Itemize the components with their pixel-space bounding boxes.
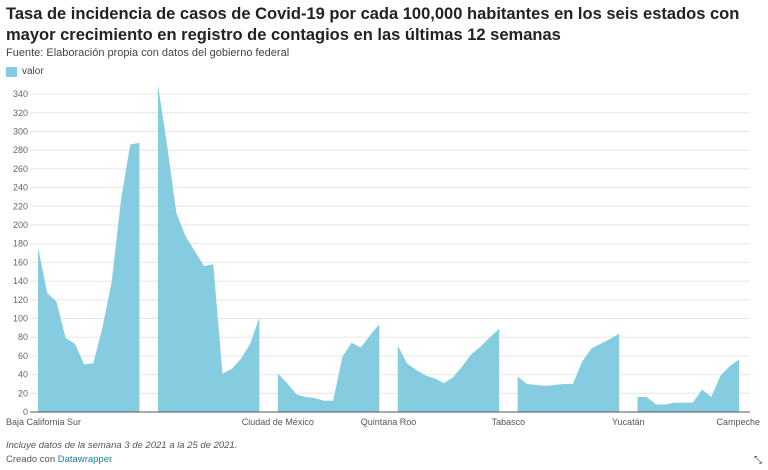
- chart-note: Incluye datos de la semana 3 de 2021 a l…: [6, 440, 238, 451]
- y-tick-label: 100: [13, 314, 28, 324]
- chart-source: Fuente: Elaboración propia con datos del…: [6, 47, 290, 59]
- area-segment-2: [157, 84, 260, 412]
- credit-prefix: Creado con: [6, 454, 56, 465]
- y-tick-label: 300: [13, 127, 28, 137]
- area-segment-3: [277, 324, 380, 412]
- datawrapper-link[interactable]: Datawrapper: [57, 454, 113, 465]
- y-tick-label: 60: [18, 351, 28, 361]
- x-tick-label: Campeche: [716, 417, 760, 427]
- y-tick-label: 340: [13, 89, 28, 99]
- y-tick-label: 20: [18, 388, 28, 398]
- legend-label: valor: [22, 66, 44, 77]
- x-tick-label: Tabasco: [492, 417, 526, 427]
- area-chart: 0 20 40 60 80 100 120 140 160 180 200 220 240 260 280 3…: [6, 84, 760, 427]
- y-tick-label: 240: [13, 183, 28, 193]
- chart-title: Tasa de incidencia de casos de Covid-19 …: [6, 5, 740, 44]
- x-tick-label: Quintana Roo: [361, 417, 417, 427]
- y-tick-label: 140: [13, 276, 28, 286]
- y-tick-label: 260: [13, 164, 28, 174]
- y-tick-label: 320: [13, 108, 28, 118]
- area-segment-1: [38, 142, 140, 412]
- area-segment-5: [517, 333, 620, 412]
- y-tick-label: 280: [13, 145, 28, 155]
- y-tick-label: 220: [13, 201, 28, 211]
- y-tick-label: 180: [13, 239, 28, 249]
- y-tick-label: 80: [18, 332, 28, 342]
- x-tick-label: Yucatán: [612, 417, 645, 427]
- legend-swatch: [6, 66, 17, 77]
- area-segment-4: [397, 328, 500, 412]
- y-tick-label: 200: [13, 220, 28, 230]
- x-tick-label: Baja California Sur: [6, 417, 81, 427]
- credit: Creado con Datawrapper: [6, 454, 112, 465]
- y-tick-label: 120: [13, 295, 28, 305]
- y-tick-label: 160: [13, 257, 28, 267]
- legend: valor: [6, 66, 44, 77]
- area-segment-6: [637, 359, 739, 412]
- y-tick-label: 40: [18, 370, 28, 380]
- expand-icon[interactable]: ⤡: [754, 455, 762, 466]
- x-tick-label: Ciudad de México: [242, 417, 314, 427]
- y-tick-label: 0: [23, 407, 28, 417]
